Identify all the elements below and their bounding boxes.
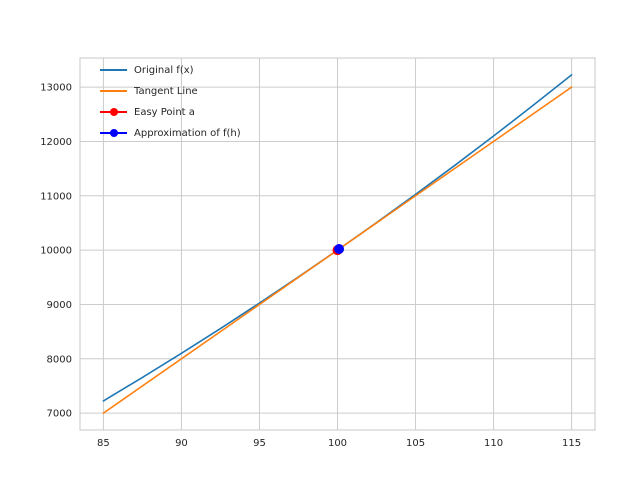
legend-line-sample xyxy=(100,63,127,77)
x-tick-label: 110 xyxy=(484,438,503,449)
legend-line-sample xyxy=(100,105,127,119)
legend: Original f(x) Tangent Line Easy Point a … xyxy=(100,63,241,140)
legend-line-sample xyxy=(100,84,127,98)
x-axis-tick-labels: 85 90 95 100 105 110 115 xyxy=(97,438,581,449)
legend-label: Easy Point a xyxy=(134,106,195,118)
y-tick-label: 10000 xyxy=(40,246,72,257)
legend-item-tangent-line: Tangent Line xyxy=(100,84,241,98)
y-axis-tick-labels: 7000 8000 9000 10000 11000 12000 13000 xyxy=(40,83,72,420)
legend-line-icon xyxy=(100,90,127,92)
y-tick-label: 12000 xyxy=(40,137,72,148)
x-tick-label: 105 xyxy=(406,438,425,449)
x-tick-label: 115 xyxy=(562,438,581,449)
y-tick-label: 11000 xyxy=(40,191,72,202)
point-marker xyxy=(334,244,345,255)
x-tick-label: 85 xyxy=(97,438,110,449)
legend-item-original-fx: Original f(x) xyxy=(100,63,241,77)
legend-item-approximation: Approximation of f(h) xyxy=(100,126,241,140)
gridlines xyxy=(80,58,595,430)
data-point-markers xyxy=(332,244,345,256)
legend-item-easy-point-a: Easy Point a xyxy=(100,105,241,119)
legend-dot-marker-icon xyxy=(109,108,118,116)
legend-line-icon xyxy=(100,69,127,71)
y-tick-label: 8000 xyxy=(47,354,72,365)
y-tick-label: 9000 xyxy=(47,300,72,311)
x-tick-label: 100 xyxy=(328,438,347,449)
legend-line-sample xyxy=(100,126,127,140)
y-tick-label: 13000 xyxy=(40,83,72,94)
legend-label: Original f(x) xyxy=(134,64,194,76)
legend-label: Approximation of f(h) xyxy=(134,127,241,139)
plot-frame xyxy=(79,57,596,431)
legend-dot-marker-icon xyxy=(109,129,118,137)
x-tick-label: 90 xyxy=(175,438,188,449)
x-tick-label: 95 xyxy=(253,438,266,449)
y-tick-label: 7000 xyxy=(47,409,72,420)
legend-label: Tangent Line xyxy=(134,85,198,97)
